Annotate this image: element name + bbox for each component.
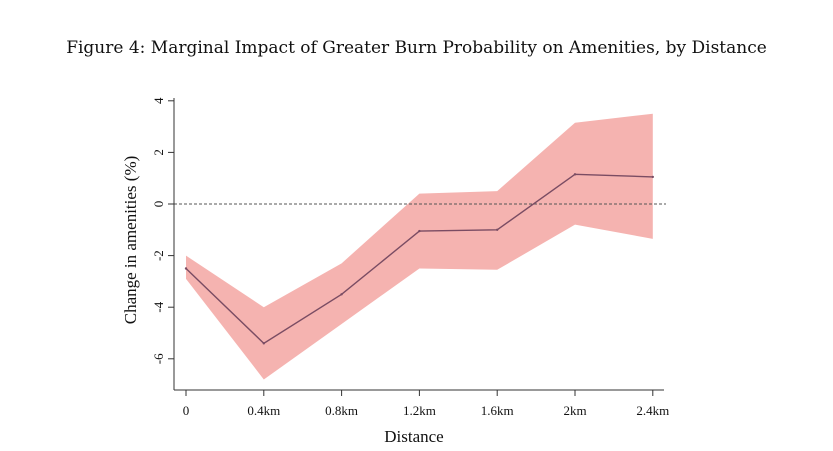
estimate-point-5 <box>573 173 577 176</box>
y-tick-label: -2 <box>151 250 166 261</box>
y-tick-label: 0 <box>151 201 166 208</box>
estimate-point-6 <box>651 175 654 179</box>
axes: Distance Change in amenities (%) 4 2 0 -2 -4… <box>121 97 669 446</box>
figure-title: Figure 4: Marginal Impact of Greater Bur… <box>66 38 767 58</box>
x-tick-label: 0.4km <box>247 403 280 418</box>
x-axis-title: Distance <box>384 427 443 446</box>
y-tick-label: 2 <box>151 149 166 156</box>
x-tick-label: 2km <box>563 403 586 418</box>
x-tick-label: 0.8km <box>325 403 358 418</box>
x-tick-label: 0 <box>183 403 190 418</box>
y-axis-title: Change in amenities (%) <box>121 156 140 325</box>
estimate-point-2 <box>340 293 343 296</box>
plot-area <box>174 113 666 380</box>
y-tick-label: -6 <box>151 353 166 364</box>
x-tick-label: 1.2km <box>403 403 436 418</box>
estimate-point-1 <box>262 342 265 345</box>
x-tick-label: 2.4km <box>636 403 669 418</box>
x-tick-label: 1.6km <box>481 403 514 418</box>
confidence-band <box>186 113 653 380</box>
estimate-point-3 <box>418 229 421 233</box>
y-tick-label: 4 <box>151 97 166 104</box>
y-tick-label: -4 <box>151 301 166 312</box>
estimate-point-0 <box>184 267 188 270</box>
estimate-point-4 <box>496 228 499 231</box>
